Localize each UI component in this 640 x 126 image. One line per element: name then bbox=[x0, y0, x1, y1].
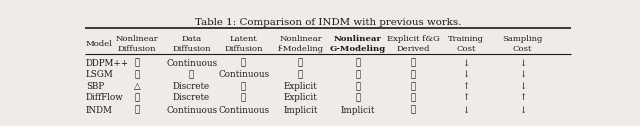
Text: Discrete: Discrete bbox=[173, 93, 210, 102]
Text: △: △ bbox=[134, 82, 140, 91]
Text: Nonlinear
f-Modeling: Nonlinear f-Modeling bbox=[278, 35, 324, 53]
Text: Explicit: Explicit bbox=[284, 82, 317, 91]
Text: SBP: SBP bbox=[86, 82, 104, 91]
Text: DiffFlow: DiffFlow bbox=[86, 93, 124, 102]
Text: ✗: ✗ bbox=[241, 93, 246, 102]
Text: ✗: ✗ bbox=[411, 70, 416, 79]
Text: Model: Model bbox=[86, 40, 113, 48]
Text: ✗: ✗ bbox=[241, 82, 246, 91]
Text: Continuous: Continuous bbox=[166, 105, 217, 115]
Text: Continuous: Continuous bbox=[218, 105, 269, 115]
Text: LSGM: LSGM bbox=[86, 70, 114, 79]
Text: ✗: ✗ bbox=[355, 93, 360, 102]
Text: ✗: ✗ bbox=[189, 70, 194, 79]
Text: ✗: ✗ bbox=[241, 59, 246, 68]
Text: DDPM++: DDPM++ bbox=[86, 59, 129, 68]
Text: ✗: ✗ bbox=[355, 82, 360, 91]
Text: Training
Cost: Training Cost bbox=[448, 35, 484, 53]
Text: ✓: ✓ bbox=[411, 105, 416, 115]
Text: Sampling
Cost: Sampling Cost bbox=[502, 35, 543, 53]
Text: Table 1: Comparison of INDM with previous works.: Table 1: Comparison of INDM with previou… bbox=[195, 18, 461, 27]
Text: ✓: ✓ bbox=[411, 93, 416, 102]
Text: Implicit: Implicit bbox=[284, 105, 318, 115]
Text: Explicit f&G
Derived: Explicit f&G Derived bbox=[387, 35, 440, 53]
Text: ↓: ↓ bbox=[462, 59, 470, 68]
Text: ↓: ↓ bbox=[519, 105, 526, 115]
Text: Data
Diffusion: Data Diffusion bbox=[172, 35, 211, 53]
Text: Nonlinear
Diffusion: Nonlinear Diffusion bbox=[116, 35, 159, 53]
Text: ↓: ↓ bbox=[519, 70, 526, 79]
Text: ✓: ✓ bbox=[411, 82, 416, 91]
Text: ✓: ✓ bbox=[134, 105, 140, 115]
Text: Implicit: Implicit bbox=[340, 105, 375, 115]
Text: ↑: ↑ bbox=[462, 82, 470, 91]
Text: ✓: ✓ bbox=[411, 59, 416, 68]
Text: ✗: ✗ bbox=[134, 59, 140, 68]
Text: INDM: INDM bbox=[86, 105, 113, 115]
Text: ✗: ✗ bbox=[134, 70, 140, 79]
Text: ↓: ↓ bbox=[462, 70, 470, 79]
Text: ↑: ↑ bbox=[462, 93, 470, 102]
Text: ✗: ✗ bbox=[298, 59, 303, 68]
Text: Discrete: Discrete bbox=[173, 82, 210, 91]
Text: ↓: ↓ bbox=[519, 82, 526, 91]
Text: Explicit: Explicit bbox=[284, 93, 317, 102]
Text: ↓: ↓ bbox=[462, 105, 470, 115]
Text: Continuous: Continuous bbox=[218, 70, 269, 79]
Text: ↓: ↓ bbox=[519, 59, 526, 68]
Text: ✗: ✗ bbox=[355, 70, 360, 79]
Text: Continuous: Continuous bbox=[166, 59, 217, 68]
Text: Latent
Diffusion: Latent Diffusion bbox=[225, 35, 263, 53]
Text: Nonlinear
G-Modeling: Nonlinear G-Modeling bbox=[330, 35, 386, 53]
Text: ✗: ✗ bbox=[355, 59, 360, 68]
Text: ↑: ↑ bbox=[519, 93, 526, 102]
Text: ✓: ✓ bbox=[134, 93, 140, 102]
Text: ✗: ✗ bbox=[298, 70, 303, 79]
